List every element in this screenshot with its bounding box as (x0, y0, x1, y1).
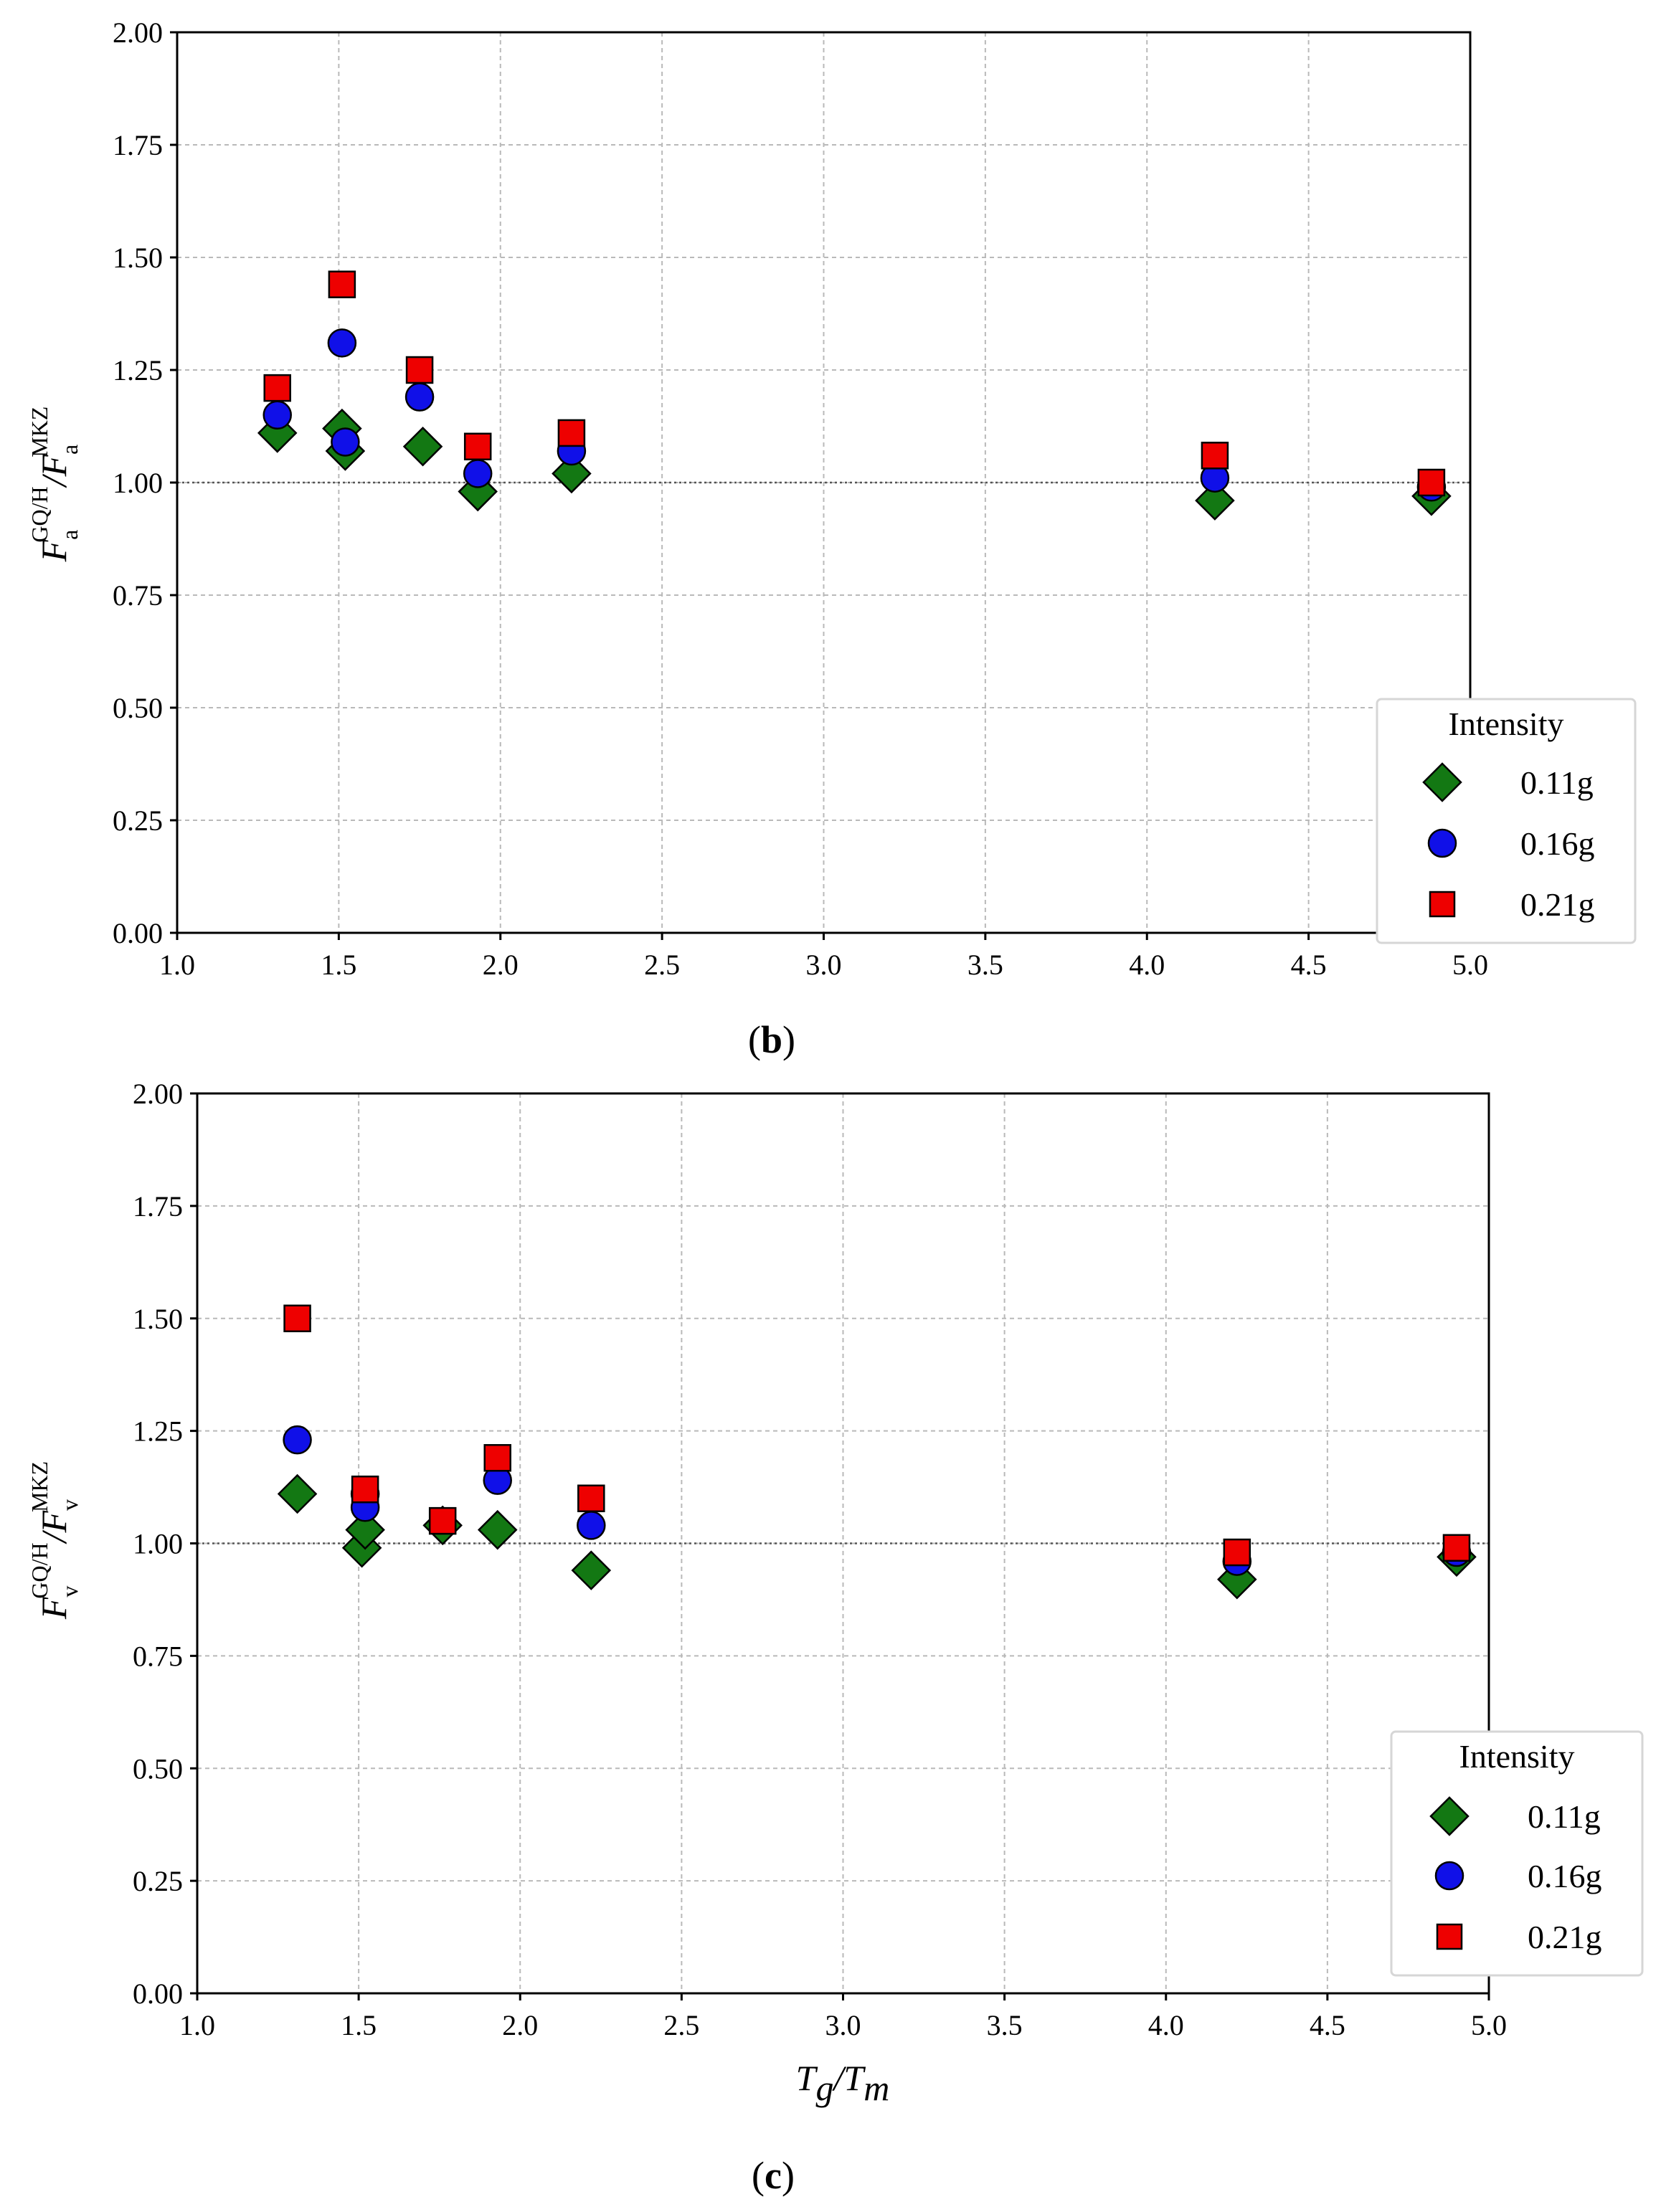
data-point-b-021g-5 (1201, 442, 1229, 470)
y-axis-label-b: FaGQ/H/FaMKZ (27, 407, 82, 563)
x-tick-label-b-8: 5.0 (1452, 949, 1488, 981)
data-point-c-011g-0 (277, 1473, 318, 1514)
x-tick-label-c-4: 3.0 (825, 2009, 861, 2041)
x-tick-label-b-4: 3.0 (806, 949, 842, 981)
data-point-c-011g-2 (345, 1509, 385, 1550)
legend-label-c-016g: 0.16g (1528, 1858, 1602, 1894)
data-point-b-016g-0 (262, 400, 292, 430)
legend-label-c-021g: 0.21g (1528, 1919, 1602, 1955)
x-tick-label-b-6: 4.0 (1129, 949, 1165, 981)
y-tick-label-c-1: 0.25 (133, 1865, 183, 1897)
x-tick-label-c-8: 5.0 (1471, 2009, 1507, 2041)
data-point-c-021g-2 (428, 1506, 457, 1535)
y-tick-label-c-3: 0.75 (133, 1640, 183, 1672)
legend-label-b-011g: 0.11g (1520, 764, 1594, 801)
y-axis-label-c: FvGQ/H/FvMKZ (27, 1461, 82, 1620)
x-tick-label-b-7: 4.5 (1291, 949, 1327, 981)
ticks-b: 1.0 1.5 2.0 2.5 3.0 3.5 4.0 4.5 5.0 0.00 0.25 0.50 0… (113, 16, 1488, 981)
x-tick-label-b-0: 1.0 (159, 949, 195, 981)
ticks-c: 1.0 1.5 2.0 2.5 3.0 3.5 4.0 4.5 5.0 0.00 0.25 0.50 0… (133, 1078, 1507, 2041)
data-point-b-021g-0 (263, 374, 291, 402)
x-tick-label-c-7: 4.5 (1310, 2009, 1345, 2041)
data-point-c-016g-4 (577, 1511, 606, 1540)
data-points-c (277, 1304, 1477, 1600)
legend-marker-b-016g (1427, 828, 1457, 858)
y-tick-label-b-4: 1.00 (113, 467, 163, 499)
legend-marker-c-011g (1429, 1796, 1470, 1836)
y-tick-label-c-0: 0.00 (133, 1978, 183, 2010)
y-tick-label-c-8: 2.00 (133, 1078, 183, 1110)
x-tick-label-b-2: 2.0 (483, 949, 519, 981)
y-tick-label-b-2: 0.50 (113, 692, 163, 724)
data-point-b-011g-3 (402, 426, 443, 467)
data-point-c-011g-5 (571, 1550, 612, 1590)
legend-label-c-011g: 0.11g (1528, 1798, 1601, 1835)
y-tick-label-b-7: 1.75 (113, 129, 163, 161)
data-point-b-016g-2 (331, 427, 360, 457)
y-tick-label-b-1: 0.25 (113, 804, 163, 837)
data-point-b-021g-2 (405, 356, 434, 384)
y-tick-label-c-4: 1.00 (133, 1528, 183, 1560)
panel-label-c: (c) (752, 2154, 795, 2197)
data-point-c-021g-4 (577, 1484, 605, 1512)
data-point-c-021g-0 (283, 1304, 311, 1332)
y-tick-label-c-5: 1.25 (133, 1415, 183, 1448)
legend-title-b: Intensity (1449, 706, 1564, 742)
data-point-b-011g-6 (1195, 480, 1235, 521)
x-tick-label-c-2: 2.0 (502, 2009, 538, 2041)
x-tick-label-b-5: 3.5 (967, 949, 1003, 981)
data-point-c-016g-0 (283, 1425, 312, 1455)
y-tick-label-b-0: 0.00 (113, 917, 163, 949)
y-tick-label-b-8: 2.00 (113, 16, 163, 49)
legend-c: Intensity 0.11g 0.16g 0.21g (1390, 1730, 1644, 1977)
legend-marker-b-021g (1429, 891, 1456, 918)
x-axis-label-c: Tg/Tm (796, 2058, 890, 2108)
data-point-b-016g-3 (404, 382, 435, 412)
x-tick-label-c-5: 3.5 (987, 2009, 1023, 2041)
data-point-b-016g-4 (463, 459, 493, 488)
x-tick-label-b-3: 2.5 (644, 949, 680, 981)
legend-box-b (1376, 698, 1637, 944)
data-point-c-011g-4 (477, 1509, 518, 1550)
chart-panel-b: 1.0 1.5 2.0 2.5 3.0 3.5 4.0 4.5 5.0 0.00 0.25 0.50 0… (27, 16, 1637, 1061)
y-tick-label-b-5: 1.25 (113, 354, 163, 386)
legend-title-c: Intensity (1459, 1738, 1575, 1775)
legend-marker-c-021g (1436, 1923, 1463, 1950)
data-point-b-021g-4 (557, 419, 586, 447)
legend-label-b-021g: 0.21g (1520, 886, 1595, 923)
y-tick-label-c-6: 1.50 (133, 1303, 183, 1335)
y-tick-label-c-2: 0.50 (133, 1752, 183, 1785)
data-points-b (257, 270, 1452, 521)
data-point-c-021g-6 (1442, 1534, 1471, 1562)
data-point-c-021g-3 (483, 1444, 511, 1472)
panel-label-b: (b) (748, 1018, 795, 1061)
data-point-b-011g-5 (552, 453, 592, 494)
x-tick-label-c-1: 1.5 (341, 2009, 377, 2041)
legend-b: Intensity 0.11g 0.16g 0.21g (1376, 698, 1637, 944)
data-point-b-021g-1 (328, 270, 356, 298)
data-point-b-016g-1 (327, 328, 357, 358)
data-point-b-021g-6 (1417, 468, 1446, 497)
x-tick-label-c-6: 4.0 (1148, 2009, 1184, 2041)
x-tick-label-c-3: 2.5 (663, 2009, 699, 2041)
x-tick-label-b-1: 1.5 (321, 949, 356, 981)
data-point-b-021g-3 (463, 432, 492, 461)
legend-marker-b-011g (1422, 762, 1462, 802)
grid-c (197, 1093, 1489, 1993)
y-tick-label-b-6: 1.50 (113, 242, 163, 274)
legend-box-c (1390, 1730, 1644, 1977)
y-tick-label-c-7: 1.75 (133, 1190, 183, 1223)
data-point-c-021g-5 (1223, 1538, 1251, 1567)
legend-marker-c-016g (1434, 1861, 1464, 1891)
data-point-c-021g-1 (351, 1475, 379, 1504)
y-tick-label-b-3: 0.75 (113, 579, 163, 612)
grid-b (177, 32, 1470, 933)
chart-panel-c: 1.0 1.5 2.0 2.5 3.0 3.5 4.0 4.5 5.0 0.00 0.25 0.50 0… (27, 1078, 1644, 2197)
legend-label-b-016g: 0.16g (1520, 825, 1595, 862)
x-tick-label-c-0: 1.0 (179, 2009, 215, 2041)
